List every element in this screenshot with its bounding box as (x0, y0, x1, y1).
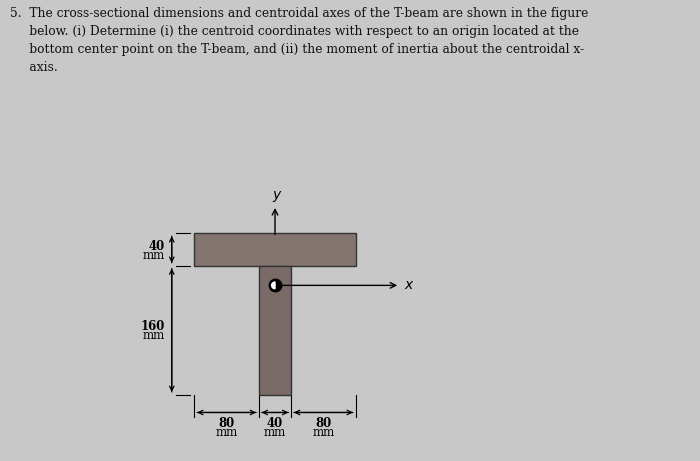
Bar (259, 266, 291, 395)
Text: mm: mm (264, 426, 286, 439)
Text: 5.  The cross-sectional dimensions and centroidal axes of the T-beam are shown i: 5. The cross-sectional dimensions and ce… (10, 7, 589, 74)
Text: mm: mm (143, 248, 165, 262)
Text: mm: mm (143, 329, 165, 343)
Text: 80: 80 (315, 417, 332, 430)
Text: 80: 80 (218, 417, 235, 430)
Text: 40: 40 (149, 240, 165, 253)
Polygon shape (272, 282, 275, 289)
Text: mm: mm (216, 426, 238, 439)
Text: 160: 160 (141, 319, 165, 333)
Bar (195, 233, 356, 266)
Text: y: y (272, 188, 281, 202)
Text: mm: mm (312, 426, 335, 439)
Text: 40: 40 (267, 417, 283, 430)
Text: x: x (404, 278, 412, 292)
